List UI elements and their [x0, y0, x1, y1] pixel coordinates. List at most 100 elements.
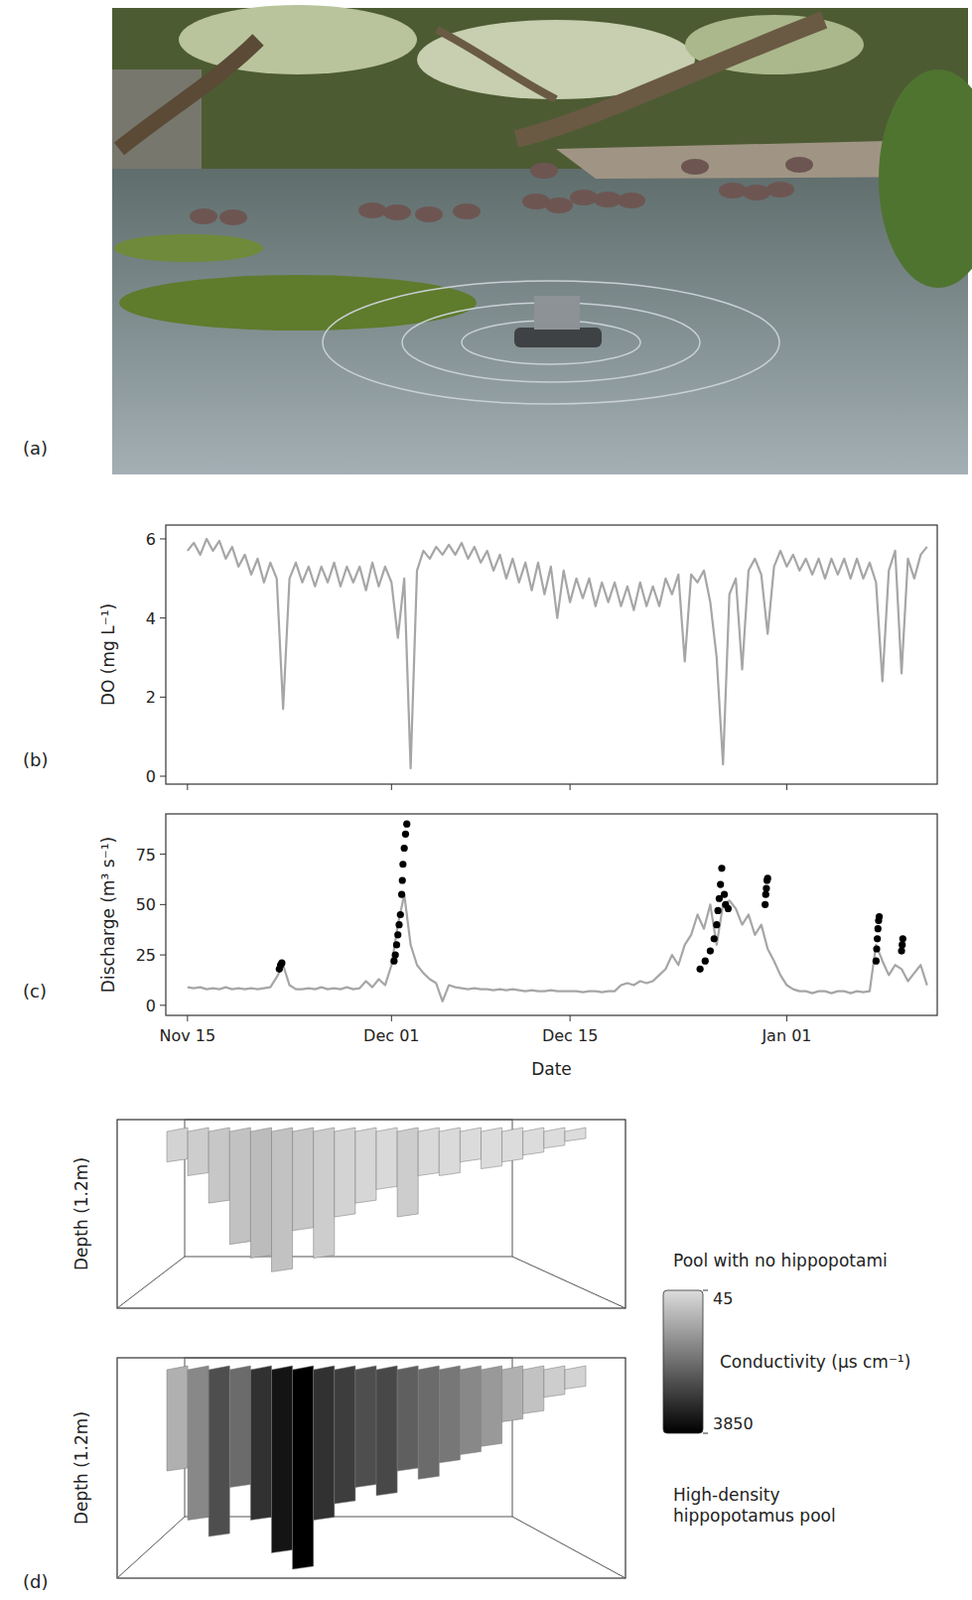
- series-name: Pool with no hippopotami: [673, 1250, 888, 1271]
- data-point: [397, 911, 405, 919]
- panel-letter: (c): [22, 980, 47, 1002]
- y-tick: [159, 955, 166, 957]
- surface-column: [459, 1127, 481, 1163]
- hippopotamus: [718, 182, 747, 199]
- hippopotamus: [593, 191, 622, 208]
- colorbar-tick-label: 45: [712, 1289, 733, 1309]
- colorbar: [663, 1290, 703, 1434]
- surface-column: [250, 1127, 272, 1259]
- x-tick: [186, 1015, 188, 1022]
- box-edge: [512, 1256, 626, 1309]
- data-point: [872, 958, 880, 966]
- surface-column: [208, 1127, 230, 1204]
- x-tick: [786, 1015, 788, 1022]
- y-tick-label: 50: [136, 895, 156, 915]
- data-point: [761, 901, 769, 909]
- panel-2: Depth (1.2m)Depth (1.2m)Pool with no hip…: [22, 1119, 911, 1593]
- data-point: [710, 935, 718, 943]
- surface-column: [292, 1127, 314, 1232]
- surface-column: [187, 1127, 209, 1177]
- plot-frame: [165, 814, 938, 1016]
- data-point: [399, 876, 407, 884]
- surface-column: [523, 1366, 545, 1414]
- plot-area: [187, 539, 928, 769]
- data-point: [706, 947, 714, 955]
- data-point: [399, 860, 407, 868]
- surface-column: [272, 1127, 293, 1272]
- data-point: [395, 921, 403, 929]
- hippopotamus: [358, 202, 387, 219]
- data-point: [897, 947, 905, 955]
- surface-column: [376, 1366, 398, 1497]
- y-tick-label: 4: [145, 609, 156, 629]
- surface-column: [355, 1366, 377, 1489]
- surface-column: [417, 1127, 439, 1177]
- bush: [878, 69, 972, 288]
- surface-column: [544, 1127, 565, 1149]
- tree-trunk: [516, 19, 825, 139]
- data-point: [277, 960, 285, 968]
- hippopotamus: [617, 192, 646, 209]
- box-frame: [117, 1119, 626, 1309]
- surface-column: [355, 1127, 377, 1204]
- surface-column: [334, 1127, 356, 1218]
- x-tick: [786, 784, 788, 791]
- branch: [436, 29, 556, 100]
- panel-0: 0246DO (mg L⁻¹)(b): [22, 525, 938, 791]
- box-edge: [117, 1256, 185, 1309]
- ripple: [322, 280, 780, 405]
- y-tick: [159, 538, 166, 540]
- data-point: [720, 891, 728, 899]
- colorbar-tick: [702, 1433, 708, 1435]
- data-point: [716, 880, 724, 888]
- sky-patch: [178, 4, 417, 75]
- surface-column: [166, 1127, 188, 1163]
- hippopotamus: [569, 189, 598, 206]
- box-edge: [117, 1517, 185, 1579]
- panel-letter: (d): [22, 1571, 48, 1593]
- figure: (a)0246DO (mg L⁻¹)(b)0255075Nov 15Dec 01…: [0, 0, 972, 1600]
- colorbar-title: Conductivity (μs cm⁻¹): [719, 1352, 911, 1373]
- plot-area: [187, 821, 928, 1002]
- x-tick: [391, 1015, 393, 1022]
- data-point: [393, 941, 401, 949]
- data-point: [394, 931, 402, 939]
- surface-column: [229, 1127, 251, 1246]
- foliage: [112, 7, 969, 475]
- text-line: Pool with no hippopotami: [673, 1250, 888, 1271]
- plot-frame: [165, 525, 938, 785]
- hippopotamus: [766, 181, 795, 198]
- surface-column: [313, 1127, 335, 1259]
- data-line: [187, 539, 928, 769]
- depth-label: Depth (1.2m): [71, 1411, 92, 1526]
- data-line: [187, 894, 928, 1002]
- y-tick-label: 0: [145, 767, 156, 787]
- y-tick-label: 2: [145, 688, 156, 707]
- surface-column: [208, 1366, 230, 1537]
- series-name: High-densityhippopotamus pool: [673, 1485, 836, 1527]
- y-tick: [159, 776, 166, 778]
- y-tick-label: 75: [136, 845, 156, 865]
- y-tick-label: 0: [145, 996, 156, 1016]
- hippopotamus: [452, 203, 481, 220]
- y-tick: [159, 904, 166, 906]
- tree-trunk: [119, 39, 259, 149]
- surface-column: [523, 1127, 545, 1156]
- surface-column: [417, 1366, 439, 1480]
- data-point: [390, 958, 398, 966]
- data-point: [392, 952, 400, 960]
- data-point: [898, 941, 906, 949]
- box-frame: [117, 1358, 626, 1579]
- panel-1: 0255075Nov 15Dec 01Dec 15Jan 01Discharge…: [22, 814, 938, 1080]
- data-point: [724, 905, 732, 913]
- hippopotamus: [681, 158, 709, 175]
- data-point: [696, 966, 704, 973]
- surface-column: [397, 1366, 418, 1472]
- water: [112, 168, 969, 475]
- surface: [166, 1366, 586, 1570]
- surface-column: [187, 1366, 209, 1522]
- grass-bank: [114, 234, 264, 263]
- hippopotamus: [785, 156, 814, 173]
- colorbar-tick: [702, 1290, 708, 1292]
- surface-column: [438, 1127, 460, 1177]
